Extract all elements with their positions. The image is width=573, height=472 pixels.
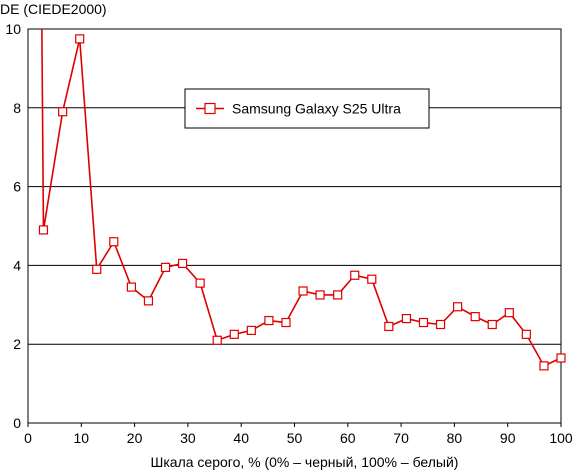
x-tick-label-10: 10 [74, 430, 90, 446]
legend-box [184, 88, 430, 129]
x-tick-label-40: 40 [233, 430, 249, 446]
data-point-30 [539, 361, 549, 371]
y-tick-label-10: 10 [5, 21, 21, 37]
data-point-25 [452, 302, 463, 312]
data-point-10 [195, 278, 205, 288]
x-tick-label-30: 30 [180, 430, 196, 446]
series-layer [38, 28, 566, 371]
x-tick-label-60: 60 [340, 430, 356, 446]
data-point-31 [556, 353, 566, 363]
x-axis-title: Шкала серого, % (0% – черный, 100% – бел… [151, 454, 459, 470]
data-point-6 [126, 282, 137, 292]
x-tick-label-50: 50 [287, 430, 303, 446]
data-point-4 [92, 264, 102, 274]
data-point-12 [229, 329, 239, 339]
data-point-27 [487, 319, 497, 330]
x-tick-label-90: 90 [500, 430, 516, 446]
x-tick-label-70: 70 [393, 430, 409, 446]
x-tick-label-80: 80 [447, 430, 463, 446]
y-tick-label-4: 4 [13, 257, 21, 273]
data-point-2 [58, 107, 68, 117]
plot-area-frame [27, 28, 562, 424]
data-point-28 [504, 308, 514, 318]
data-point-9 [177, 258, 188, 269]
data-point-24 [435, 319, 446, 330]
data-point-3 [75, 34, 85, 44]
series-line-0 [41, 28, 562, 367]
y-axis-title: DE (CIEDE2000) [0, 1, 107, 17]
data-point-23 [418, 317, 429, 328]
gridlines [28, 107, 561, 345]
data-point-18 [333, 290, 343, 300]
x-tick-label-20: 20 [127, 430, 143, 446]
data-point-7 [143, 296, 154, 306]
data-point-26 [470, 312, 480, 322]
data-point-13 [246, 325, 256, 336]
data-point-20 [367, 274, 377, 284]
y-tick-label-8: 8 [13, 100, 21, 116]
data-point-14 [264, 315, 274, 326]
data-point-17 [315, 290, 325, 300]
y-axis-ticks: 0 2 4 6 8 10 [5, 21, 21, 431]
x-axis-ticks: 0 10 20 30 40 50 60 70 80 90 100 [24, 423, 573, 446]
data-point-21 [384, 321, 394, 332]
data-point-11 [212, 335, 222, 345]
data-point-5 [109, 237, 119, 247]
data-point-29 [521, 329, 531, 339]
legend: Samsung Galaxy S25 Ultra [184, 88, 430, 129]
x-tick-label-0: 0 [24, 430, 32, 446]
data-point-16 [298, 286, 308, 296]
data-point-19 [350, 270, 360, 280]
y-tick-label-6: 6 [13, 179, 21, 195]
data-point-15 [281, 317, 291, 328]
x-tick-label-100: 100 [549, 430, 573, 446]
data-point-8 [160, 262, 171, 272]
legend-entry-label: Samsung Galaxy S25 Ultra [232, 101, 401, 117]
y-tick-label-0: 0 [13, 415, 21, 431]
data-point-22 [401, 313, 412, 324]
legend-marker-sample [204, 102, 216, 115]
data-point-1 [38, 225, 49, 235]
y-tick-label-2: 2 [13, 336, 21, 352]
